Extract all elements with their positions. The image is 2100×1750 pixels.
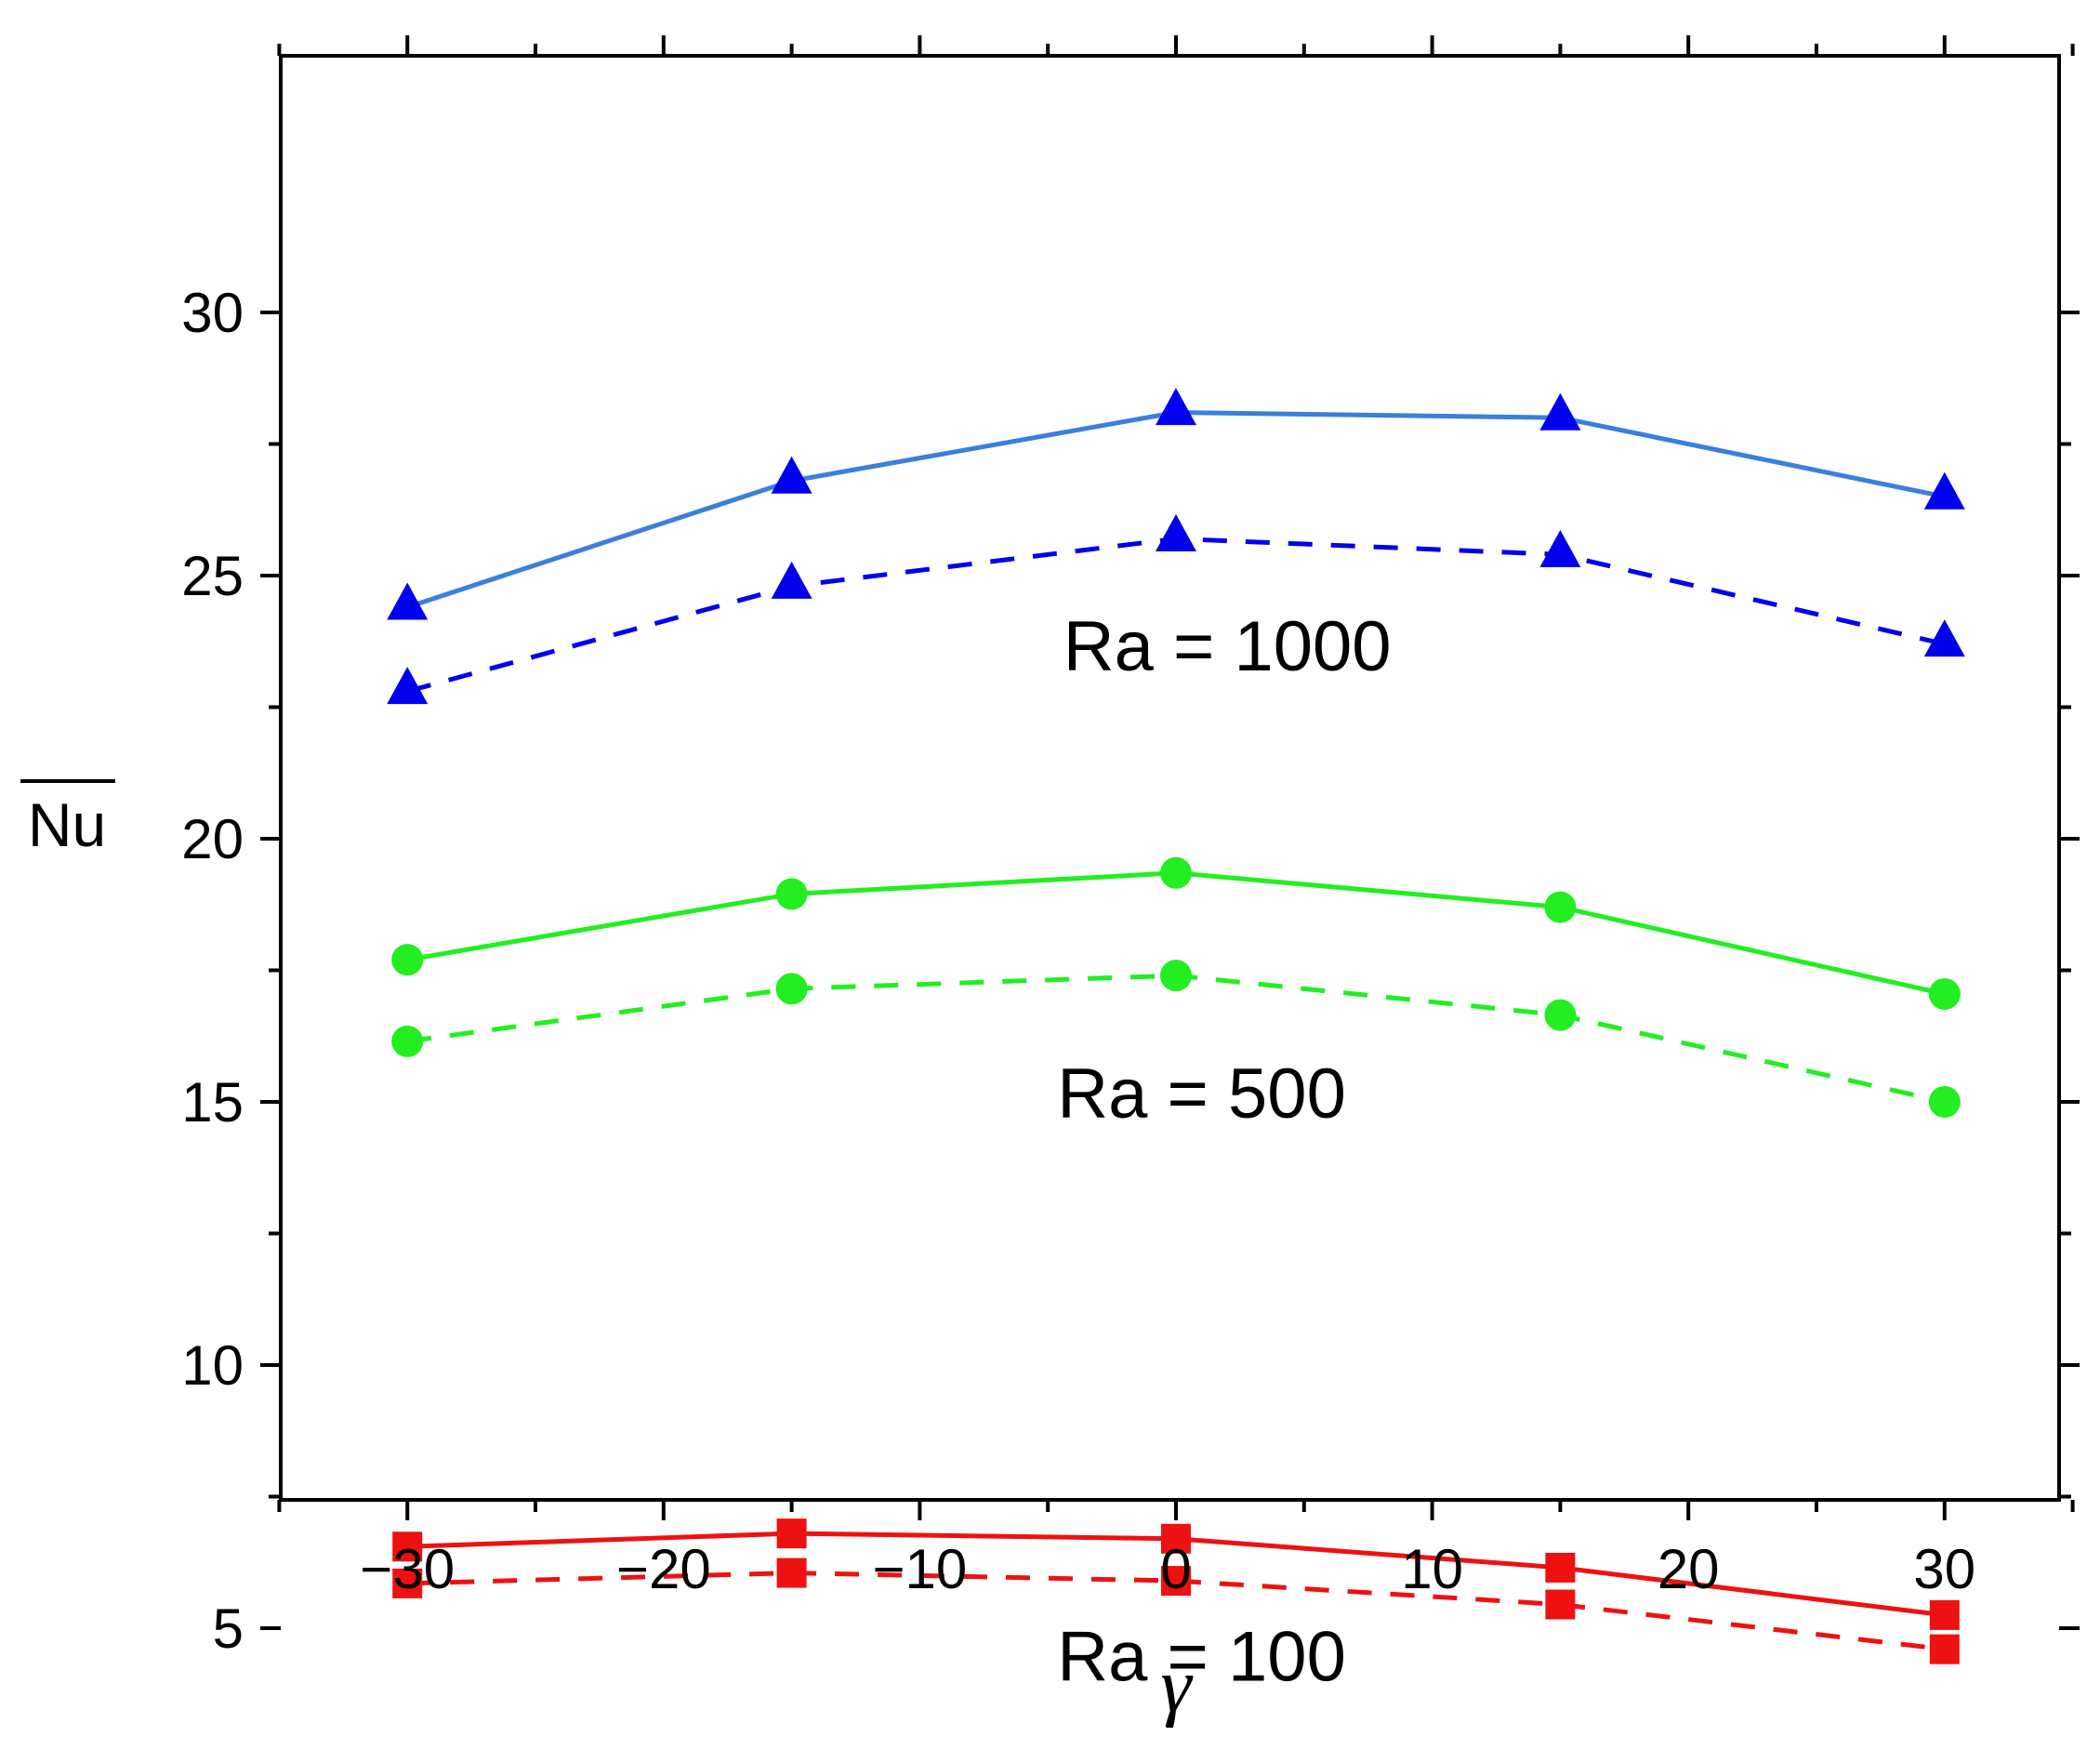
ra-annotation: Ra = 1000 <box>1063 607 1392 686</box>
square-marker <box>776 1558 807 1588</box>
y-tick-label: 20 <box>181 808 244 870</box>
x-tick-label: 10 <box>1401 1538 1463 1600</box>
x-tick-label: 30 <box>1913 1538 1975 1600</box>
x-tick-label: −10 <box>873 1538 968 1600</box>
ra-annotation: Ra = 500 <box>1057 1054 1346 1134</box>
circle-marker <box>391 944 424 976</box>
square-marker <box>1545 1589 1576 1620</box>
triangle-marker <box>1923 471 1965 510</box>
x-tick-label: −20 <box>616 1538 711 1600</box>
square-marker <box>1929 1599 1960 1630</box>
square-marker <box>392 1568 423 1598</box>
y-tick-label: 30 <box>181 282 244 344</box>
y-axis-label: Nu <box>28 790 106 859</box>
square-marker <box>776 1518 807 1549</box>
text-layer: Nu γ −30 −20 −10 0 10 20 30 5 10 15 20 25 30 Ra = 100… <box>20 282 1975 1729</box>
triangle-marker <box>1539 529 1581 567</box>
square-marker <box>1929 1634 1960 1664</box>
triangle-marker <box>1156 513 1196 551</box>
circle-marker <box>1928 977 1961 1010</box>
circle-marker <box>1160 856 1192 889</box>
y-tick-label: 15 <box>181 1071 244 1134</box>
triangle-marker <box>1923 619 1965 657</box>
series-line <box>406 410 1946 610</box>
triangle-marker <box>1539 392 1581 431</box>
circle-marker <box>1160 960 1192 992</box>
circle-marker <box>1928 1086 1961 1118</box>
triangle-marker <box>387 667 429 705</box>
axes-layer <box>260 35 2080 1630</box>
x-tick-label: −30 <box>360 1538 455 1600</box>
square-marker <box>392 1531 423 1562</box>
x-tick-label: 0 <box>1160 1538 1191 1600</box>
square-marker <box>1161 1566 1191 1597</box>
ra-annotation: Ra = 100 <box>1057 1618 1346 1697</box>
square-marker <box>1161 1523 1191 1554</box>
triangle-marker <box>1156 388 1196 426</box>
y-tick-label: 5 <box>213 1598 244 1660</box>
y-tick-label: 25 <box>181 545 244 607</box>
triangle-marker <box>771 561 812 599</box>
triangle-marker <box>771 456 812 494</box>
plot-frame <box>279 54 2061 1502</box>
x-axis-label: γ <box>1160 1642 1193 1729</box>
circle-marker <box>775 878 808 910</box>
x-tick-label: 20 <box>1658 1538 1720 1600</box>
circle-marker <box>391 1025 424 1057</box>
circle-marker <box>775 973 808 1005</box>
square-marker <box>1545 1552 1576 1583</box>
series-layer <box>387 388 1965 1664</box>
y-tick-label: 10 <box>181 1334 244 1397</box>
triangle-marker <box>387 582 429 620</box>
circle-marker <box>1544 891 1577 923</box>
circle-marker <box>1544 999 1577 1031</box>
